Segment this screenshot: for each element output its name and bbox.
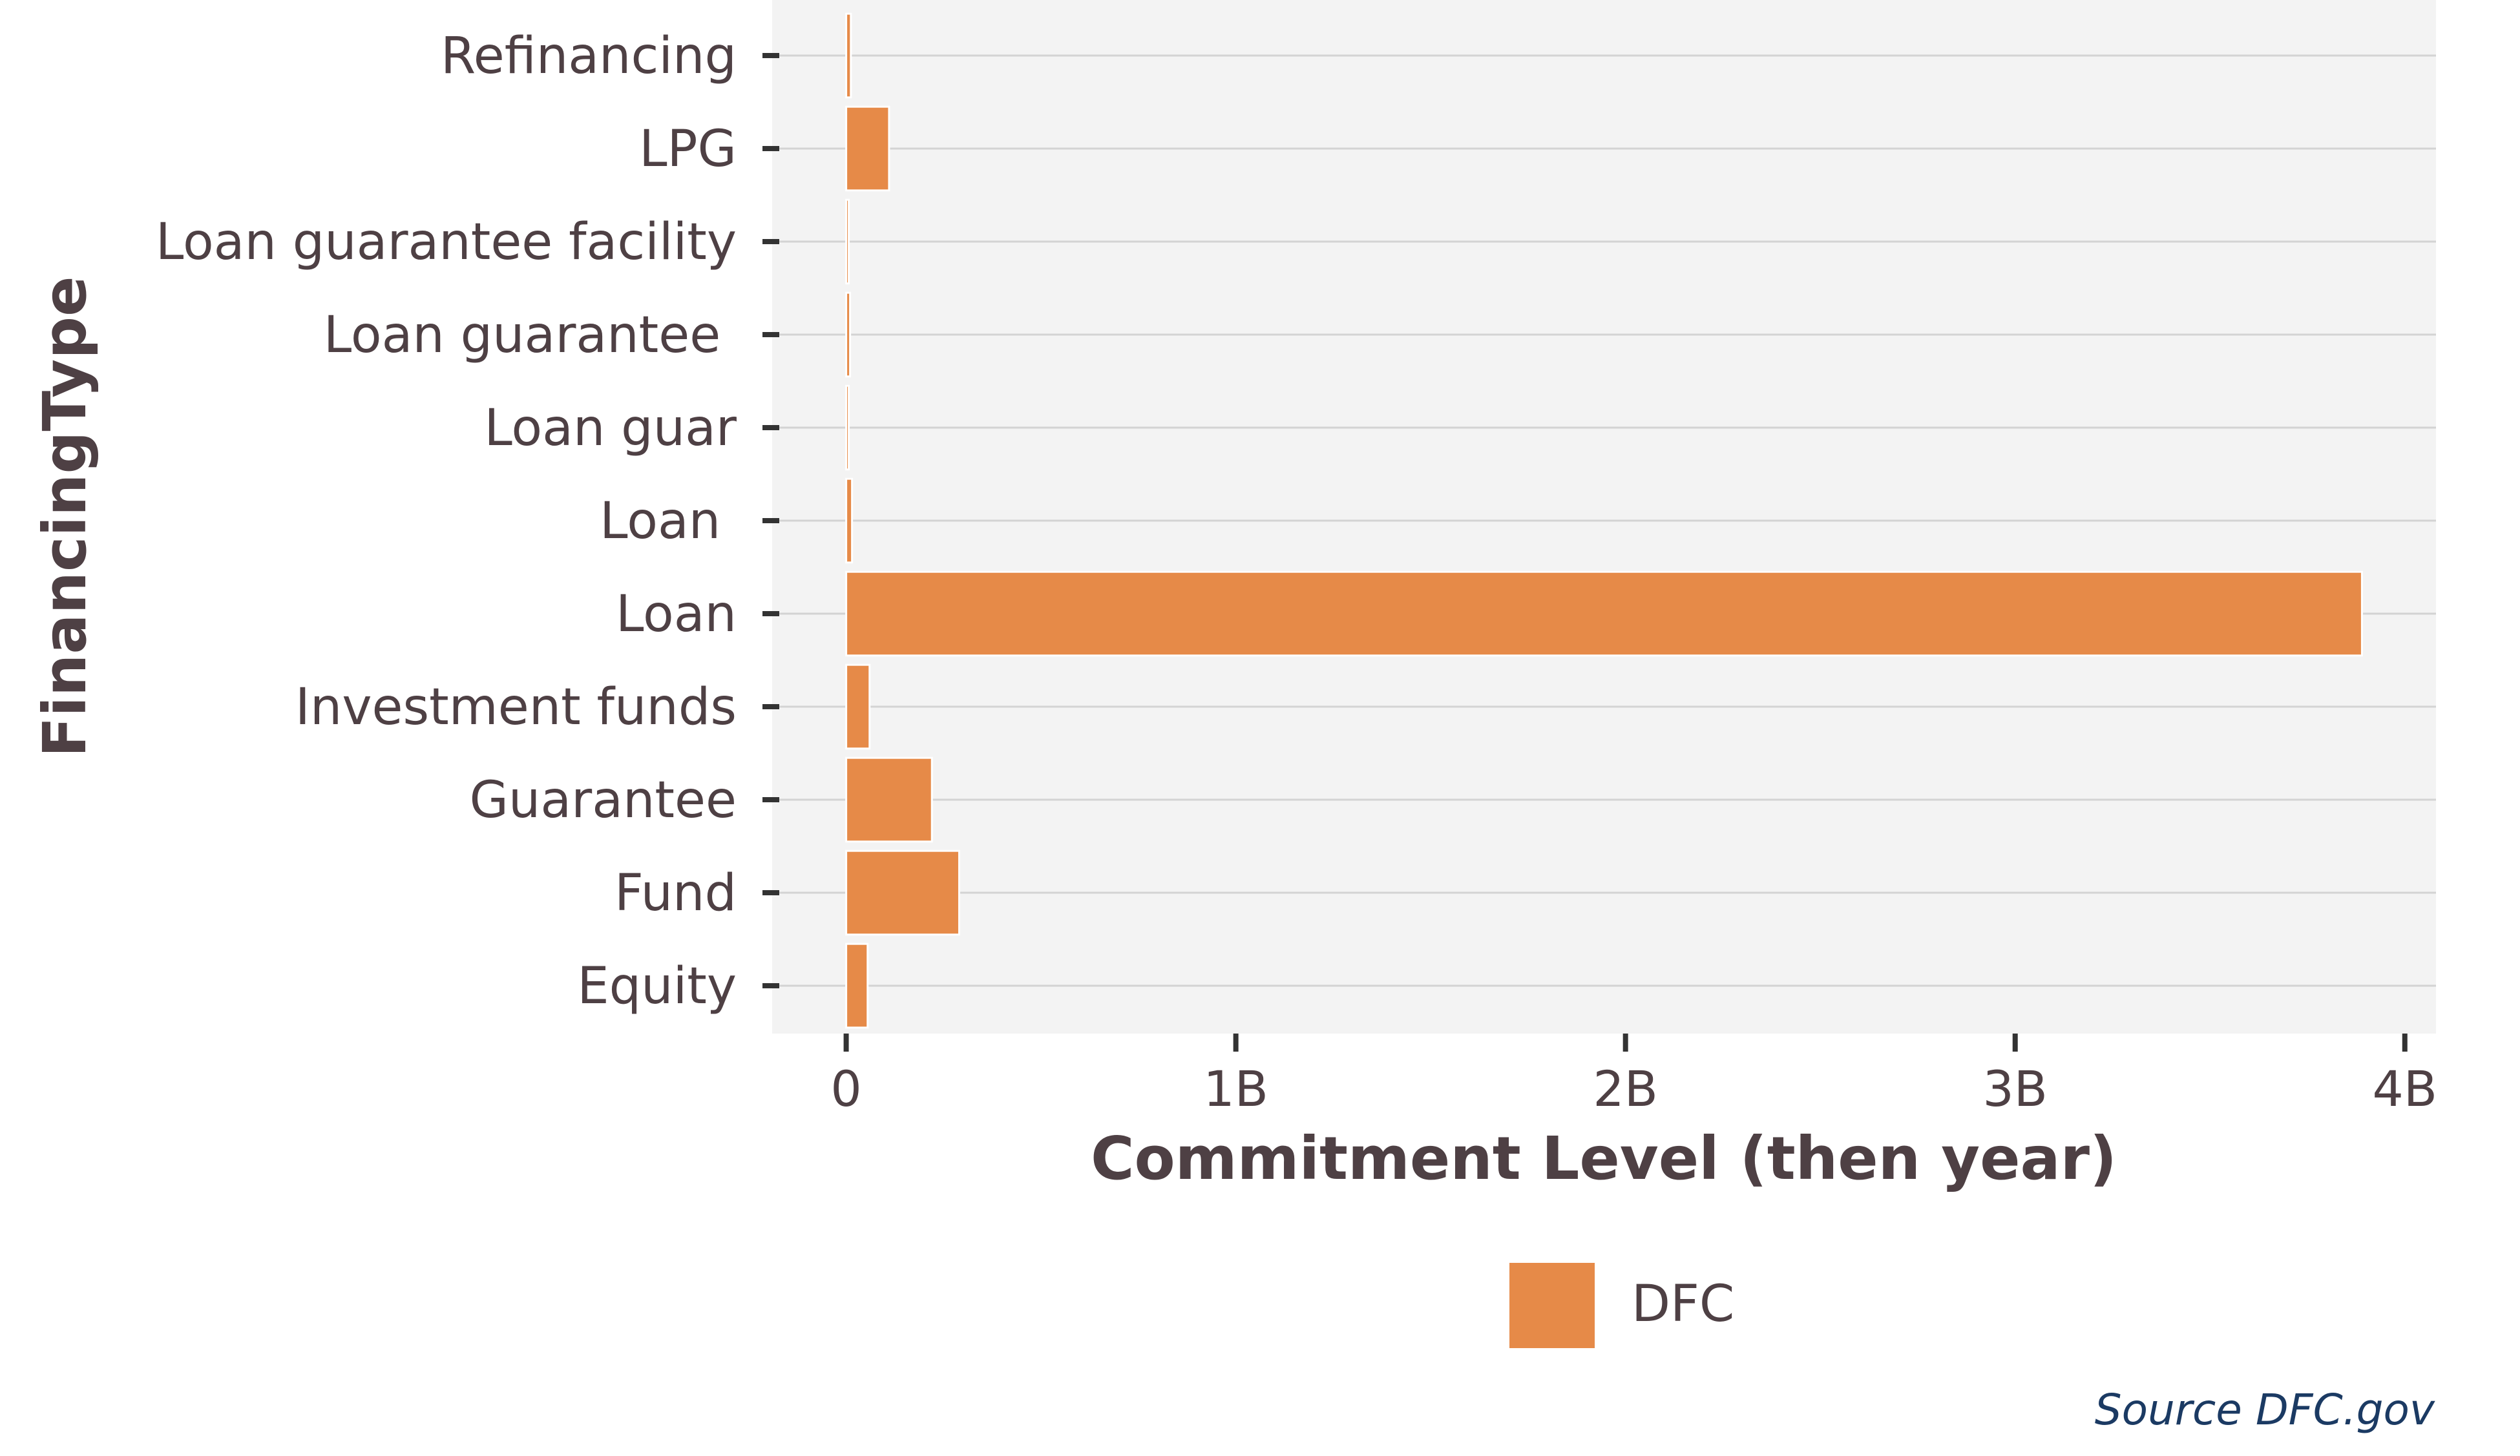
y-tick-label: Loan guarantee — [324, 306, 737, 364]
bar — [845, 849, 960, 936]
legend: DFC — [1506, 1259, 1734, 1352]
y-tick-label: LPG — [639, 120, 737, 178]
bar — [845, 756, 933, 843]
x-axis-ticks: 0 1B 2B 3B 4B — [830, 1034, 2437, 1118]
y-axis-ticks: Refinancing LPG Loan guarantee facility Loa… — [156, 27, 779, 1015]
x-tick-label: 3B — [1982, 1060, 2048, 1118]
bars — [845, 12, 2363, 1029]
y-tick-label: Loan — [600, 492, 737, 550]
x-axis-title: Commitment Level (then year) — [1091, 1124, 2117, 1193]
bar — [845, 477, 854, 564]
x-tick-label: 0 — [830, 1060, 861, 1118]
y-tick-label: Loan — [616, 585, 737, 643]
x-tick-label: 4B — [2373, 1060, 2438, 1118]
plot-panel-background — [772, 0, 2436, 1034]
bar — [845, 942, 869, 1029]
bar — [845, 663, 871, 750]
y-tick-label: Refinancing — [441, 27, 737, 85]
y-tick-label: Fund — [614, 864, 737, 922]
x-tick-label: 1B — [1203, 1060, 1268, 1118]
y-tick-label: Loan guarantee facility — [156, 213, 737, 271]
source-caption: Source DFC.gov — [2095, 1385, 2435, 1435]
x-tick-label: 2B — [1593, 1060, 1658, 1118]
y-tick-label: Equity — [577, 957, 737, 1015]
bar — [845, 198, 850, 285]
y-tick-label: Loan guar — [484, 399, 737, 457]
bar — [845, 105, 890, 192]
bar — [845, 291, 852, 378]
y-axis-title: FinancingType — [30, 276, 100, 758]
legend-swatch-dfc — [1506, 1259, 1599, 1352]
y-tick-label: Guarantee — [469, 771, 737, 829]
y-tick-label: Investment funds — [295, 678, 737, 736]
bar — [845, 570, 2363, 657]
legend-label-dfc: DFC — [1632, 1275, 1734, 1333]
bar — [845, 12, 852, 99]
bar — [845, 384, 850, 471]
